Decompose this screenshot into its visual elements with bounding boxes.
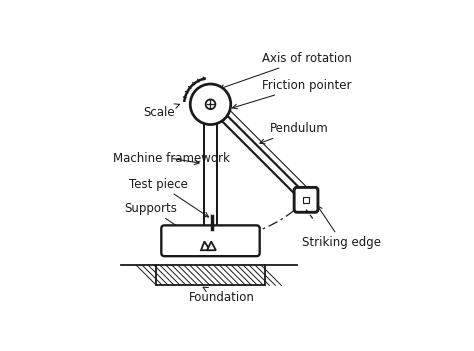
Text: Scale: Scale [143, 104, 180, 119]
FancyBboxPatch shape [294, 187, 318, 212]
Text: Pendulum: Pendulum [260, 122, 328, 144]
Polygon shape [207, 241, 216, 250]
Text: Test piece: Test piece [129, 178, 209, 217]
Polygon shape [201, 241, 210, 250]
Text: Axis of rotation: Axis of rotation [219, 52, 352, 90]
Bar [156, 265, 264, 285]
Text: Striking edge: Striking edge [302, 206, 382, 249]
FancyBboxPatch shape [161, 225, 260, 256]
Circle shape [206, 99, 215, 109]
Text: Supports: Supports [124, 202, 202, 243]
Circle shape [190, 84, 231, 125]
Text: Friction pointer: Friction pointer [232, 79, 351, 109]
Text: Machine framework: Machine framework [113, 152, 230, 165]
Bar [303, 197, 309, 203]
Text: Foundation: Foundation [189, 287, 255, 304]
